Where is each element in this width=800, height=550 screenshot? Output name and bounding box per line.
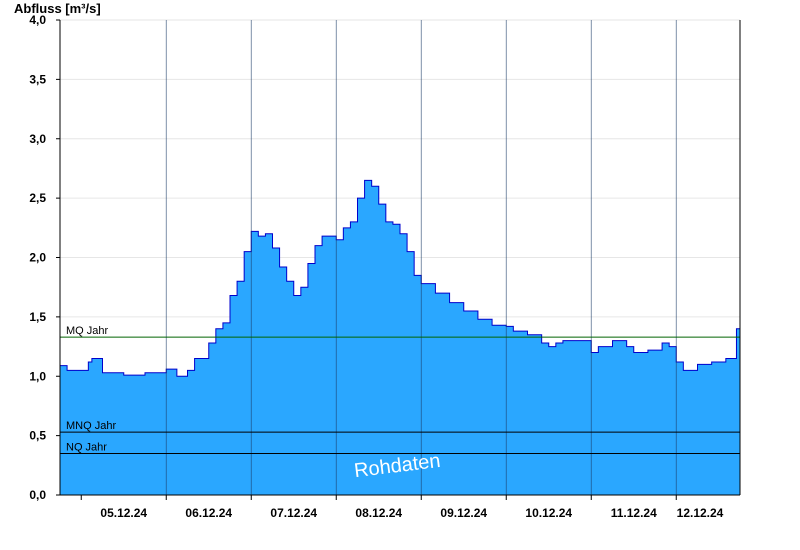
series-area (60, 180, 740, 495)
y-tick-label: 2,0 (29, 251, 46, 265)
plot-area (60, 179, 741, 495)
y-tick-label: 0,5 (29, 429, 46, 443)
y-axis-label: Abfluss [m³/s] (14, 1, 101, 16)
y-ticks: 0,0 0,5 1,0 1,5 2,0 2,5 3,0 3,5 4,0 (29, 13, 60, 502)
y-tick-label: 1,5 (29, 310, 46, 324)
y-tick-label: 4,0 (29, 13, 46, 27)
series-line (60, 179, 741, 377)
x-tick-label: 06.12.24 (185, 506, 232, 520)
x-tick-label: 09.12.24 (440, 506, 487, 520)
reference-lines: MQ Jahr MNQ Jahr NQ Jahr (60, 325, 740, 454)
x-tick-label: 10.12.24 (525, 506, 572, 520)
x-tick-label: 07.12.24 (270, 506, 317, 520)
day-divider-lines (165, 20, 677, 495)
y-tick-label: 3,5 (29, 72, 46, 86)
x-tick-label: 11.12.24 (611, 506, 657, 520)
y-tick-label: 2,5 (29, 191, 46, 205)
x-ticks: 05.12.24 06.12.24 07.12.24 08.12.24 09.12.24… (80, 495, 724, 520)
reference-line-label: NQ Jahr (66, 441, 107, 453)
reference-line-label: MQ Jahr (66, 325, 109, 337)
x-tick-label: 12.12.24 (677, 506, 724, 520)
y-tick-label: 1,0 (29, 369, 46, 383)
y-tick-label: 3,0 (29, 132, 46, 146)
x-tick-label: 05.12.24 (100, 506, 147, 520)
reference-line-label: MNQ Jahr (66, 420, 116, 432)
y-tick-label: 0,0 (29, 488, 46, 502)
x-tick-label: 08.12.24 (355, 506, 402, 520)
